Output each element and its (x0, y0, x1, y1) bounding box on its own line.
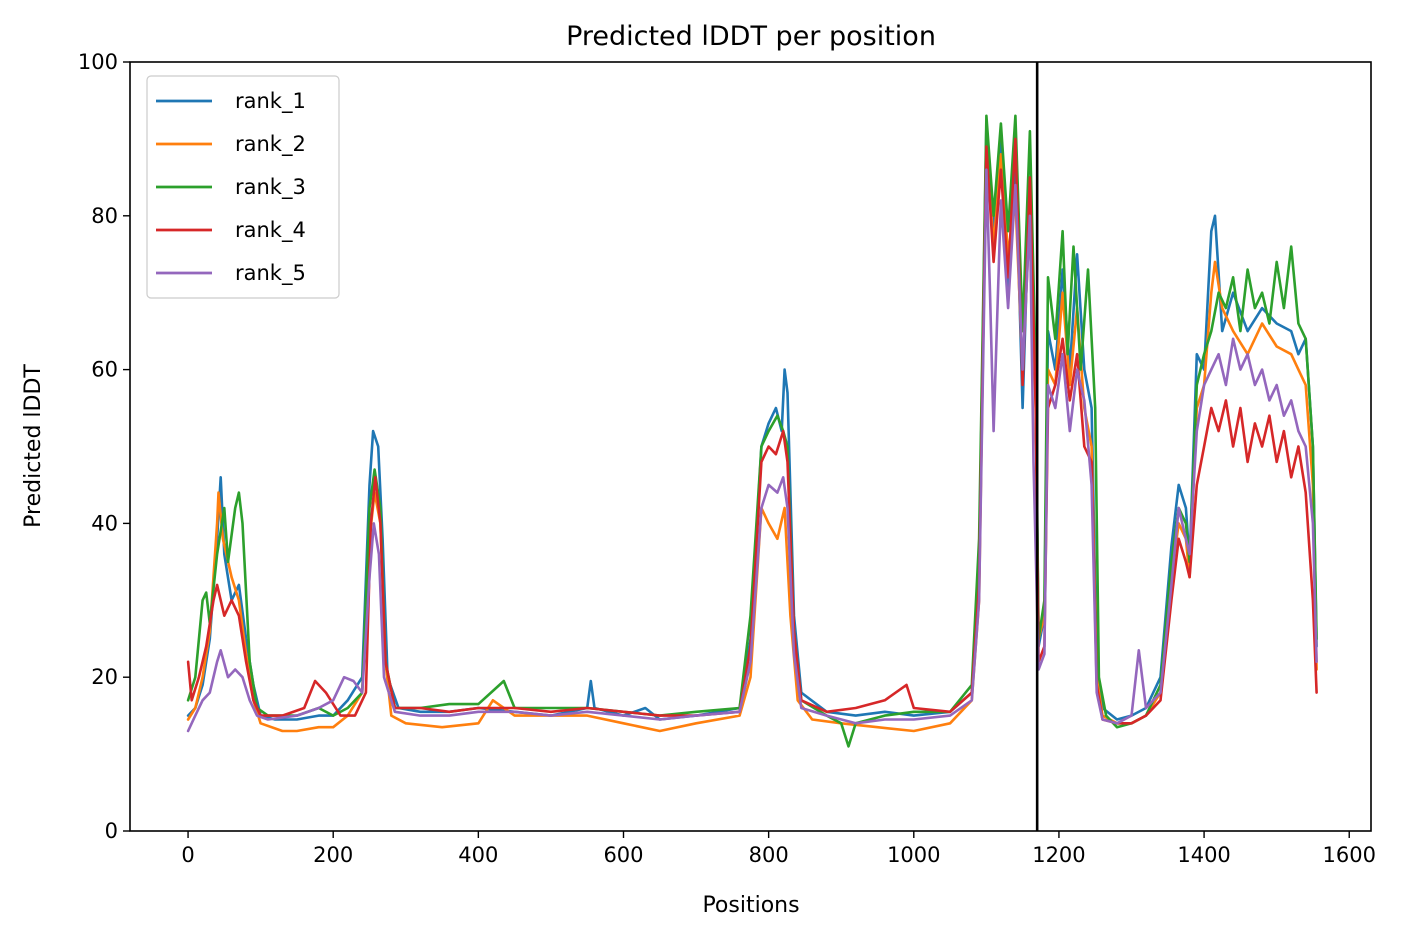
series-line-rank-4 (186, 137, 1318, 725)
series-line-rank-2 (186, 137, 1318, 733)
y-tick-label: 40 (91, 511, 118, 535)
x-tick-label: 1200 (1032, 843, 1085, 867)
y-axis-label: Predicted lDDT (21, 364, 46, 528)
x-tick-label: 0 (181, 843, 194, 867)
x-tick-label: 1400 (1177, 843, 1230, 867)
series-layer (186, 114, 1318, 748)
x-tick-label: 800 (749, 843, 789, 867)
x-axis-label: Positions (702, 893, 799, 918)
x-tick-label: 1000 (887, 843, 940, 867)
chart-title: Predicted lDDT per position (566, 21, 936, 52)
y-tick-label: 100 (78, 50, 118, 74)
y-tick-label: 0 (105, 819, 118, 843)
legend-box (146, 75, 340, 299)
series-line-rank-1 (186, 122, 1318, 721)
series-line-rank-5 (186, 168, 1318, 733)
legend-label-rank-3: rank_3 (235, 175, 306, 200)
legend: rank_1 rank_2 rank_3 rank_4 rank_5 (146, 75, 340, 299)
legend-label-rank-1: rank_1 (235, 89, 306, 114)
x-tick-label: 400 (458, 843, 498, 867)
y-tick-label: 20 (91, 665, 118, 689)
x-tick-label: 1600 (1323, 843, 1376, 867)
series-line-rank-3 (186, 114, 1318, 748)
y-tick-label: 80 (91, 204, 118, 228)
plot-frame (129, 61, 1372, 832)
legend-label-rank-2: rank_2 (235, 132, 306, 157)
x-tick-label: 200 (313, 843, 353, 867)
x-axis-ticks: 0 200 400 600 800 1000 1200 1400 1600 (181, 831, 1376, 867)
legend-label-rank-5: rank_5 (235, 261, 306, 286)
y-tick-label: 60 (91, 358, 118, 382)
x-tick-label: 600 (603, 843, 643, 867)
legend-label-rank-4: rank_4 (235, 218, 306, 243)
y-axis-ticks: 0 20 40 60 80 100 (78, 50, 130, 843)
